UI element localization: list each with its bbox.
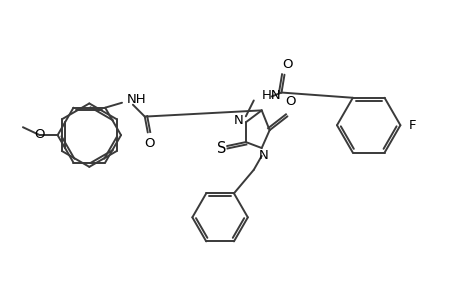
Text: S: S	[217, 140, 226, 155]
Text: NH: NH	[127, 93, 146, 106]
Text: O: O	[285, 95, 295, 108]
Text: N: N	[258, 149, 268, 162]
Text: F: F	[408, 119, 415, 132]
Text: N: N	[234, 114, 243, 127]
Text: O: O	[34, 128, 45, 141]
Text: HN: HN	[261, 89, 281, 102]
Text: O: O	[282, 58, 292, 71]
Text: O: O	[144, 137, 155, 150]
